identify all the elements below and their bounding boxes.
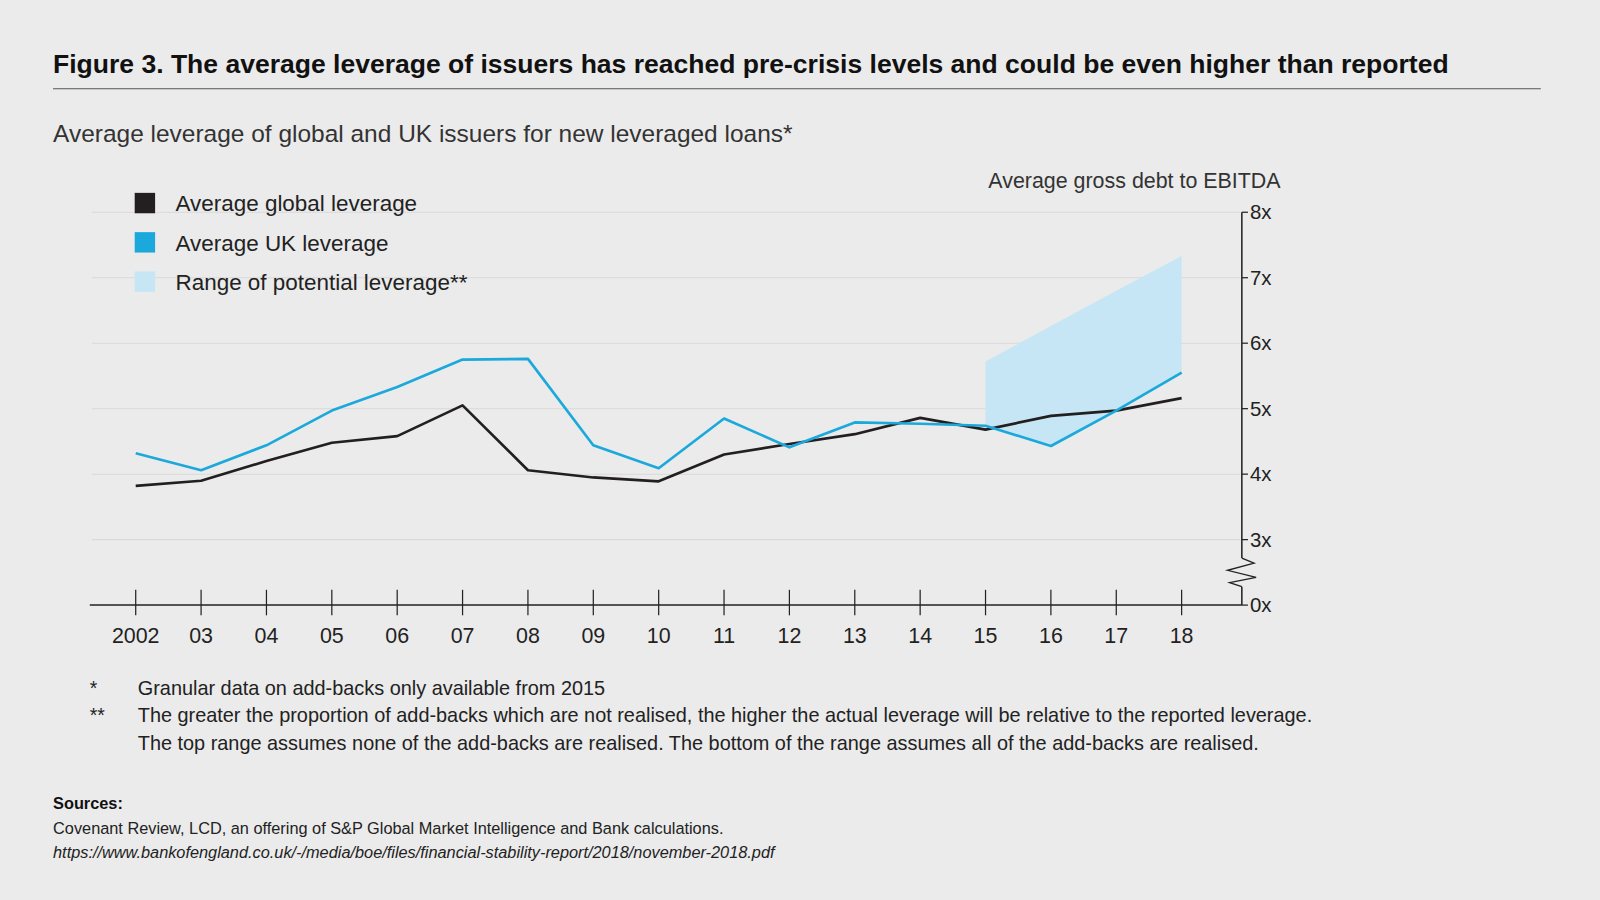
x-tick-label: 09 (581, 624, 605, 648)
y-tick (1242, 408, 1248, 409)
x-tick (723, 590, 724, 616)
x-tick (397, 590, 398, 616)
range-area (986, 256, 1182, 446)
axis-title: Average gross debt to EBITDA (988, 169, 1281, 193)
legend-swatch (135, 232, 155, 252)
x-tick-label: 13 (843, 624, 867, 648)
plot-area (136, 256, 1182, 486)
y-tick-label: 6x (1250, 332, 1272, 354)
x-tick-label: 04 (255, 624, 279, 648)
y-tick (1242, 212, 1248, 213)
x-tick-label: 18 (1170, 624, 1194, 648)
title-rule (53, 88, 1541, 89)
y-tick-label: 4x (1250, 463, 1272, 485)
y-tick-label: 7x (1250, 267, 1272, 289)
x-tick-label: 08 (516, 624, 540, 648)
note-text: The top range assumes none of the add-ba… (138, 732, 1259, 754)
sources-url: https://www.bankofengland.co.uk/-/media/… (53, 843, 776, 861)
x-tick-label: 2002 (112, 624, 160, 648)
x-tick (593, 590, 594, 616)
legend: Average global leverage Average UK levera… (135, 191, 468, 295)
x-tick-label: 15 (974, 624, 998, 648)
x-tick (135, 590, 136, 616)
background (0, 0, 1600, 900)
x-tick-label: 17 (1104, 624, 1128, 648)
y-tick-label: 8x (1250, 201, 1272, 223)
y-tick-label: 3x (1250, 529, 1272, 551)
x-tick-label: 11 (713, 624, 735, 648)
subtitle: Average leverage of global and UK issuer… (53, 120, 793, 147)
x-tick-label: 06 (385, 624, 409, 648)
x-axis (90, 604, 1242, 606)
y-tick (1242, 277, 1248, 278)
legend-swatch (135, 271, 155, 291)
legend-label: Range of potential leverage** (176, 270, 468, 295)
grid-line (92, 474, 1240, 475)
x-tick-label: 14 (908, 624, 932, 648)
legend-label: Average UK leverage (176, 231, 389, 256)
series-line (136, 359, 1182, 470)
x-tick (1181, 590, 1182, 616)
x-tick (854, 590, 855, 616)
y-tick-label: 5x (1250, 398, 1272, 420)
y-tick (1242, 539, 1248, 540)
legend-swatch (135, 193, 155, 213)
x-tick-label: 05 (320, 624, 344, 648)
x-tick-label: 12 (778, 624, 802, 648)
x-tick (527, 590, 528, 616)
y-axis (1241, 212, 1243, 558)
title: Figure 3. The average leverage of issuer… (53, 49, 1449, 79)
x-tick (658, 590, 659, 616)
chart: Figure 3. The average leverage of issuer… (0, 0, 1600, 900)
note-text: Granular data on add-backs only availabl… (138, 677, 605, 699)
x-tick (266, 590, 267, 616)
series-line (136, 398, 1182, 486)
y-axis (1241, 587, 1243, 605)
x-tick (920, 590, 921, 616)
x-tick-label: 07 (451, 624, 475, 648)
x-tick (1050, 590, 1051, 616)
sources-text: Covenant Review, LCD, an offering of S&P… (53, 819, 723, 837)
note-symbol: ** (90, 704, 106, 726)
y-tick (1242, 474, 1248, 475)
x-tick (985, 590, 986, 616)
y-tick (1242, 604, 1248, 605)
x-tick (1116, 590, 1117, 616)
y-tick-label: 0x (1250, 594, 1272, 616)
y-tick (1242, 343, 1248, 344)
legend-label: Average global leverage (176, 191, 418, 216)
x-tick-label: 03 (189, 624, 213, 648)
x-tick-label: 10 (647, 624, 671, 648)
x-tick (200, 590, 201, 616)
x-tick (462, 590, 463, 616)
axis-break (1228, 558, 1257, 587)
x-tick (331, 590, 332, 616)
note-text: The greater the proportion of add-backs … (138, 704, 1312, 726)
grid-line (92, 539, 1240, 540)
note-symbol: * (90, 677, 98, 699)
x-tick-label: 16 (1039, 624, 1063, 648)
sources-label: Sources: (53, 794, 123, 812)
x-tick (789, 590, 790, 616)
